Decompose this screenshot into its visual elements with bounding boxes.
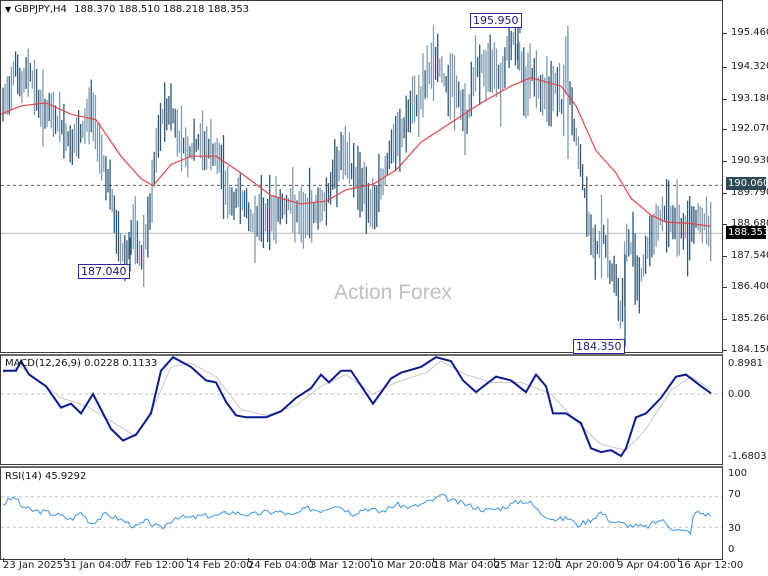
chart-header: ▼ GBPJPY,H4 188.370 188.510 188.218 188.… — [5, 4, 249, 15]
time-tick: 7 Feb 12:00 — [125, 560, 185, 571]
rsi-tick-70: 70 — [728, 489, 741, 500]
price-chart-panel[interactable]: ▼ GBPJPY,H4 188.370 188.510 188.218 188.… — [0, 0, 723, 354]
low-callout-right: 184.350 — [573, 339, 625, 354]
rsi-tick-0: 0 — [728, 544, 735, 555]
macd-tick-zero: 0.00 — [728, 389, 751, 400]
time-tick: 24 Feb 04:00 — [248, 560, 314, 571]
time-tick-mark — [556, 558, 557, 562]
time-tick: 9 Apr 04:00 — [617, 560, 676, 571]
time-tick-mark — [310, 558, 311, 562]
price-tick-mark — [723, 67, 727, 68]
time-tick-mark — [64, 558, 65, 562]
rsi-title: RSI(14) 45.9292 — [5, 471, 87, 482]
macd-main-line — [3, 356, 712, 458]
price-tick-mark — [723, 193, 727, 194]
time-tick-mark — [371, 558, 372, 562]
moving-average-line — [1, 77, 712, 227]
time-tick: 3 Mar 12:00 — [310, 560, 371, 571]
watermark: Action Forex — [334, 281, 452, 304]
time-tick-mark — [678, 558, 679, 562]
price-chart-canvas[interactable] — [1, 1, 722, 352]
price-tick-mark — [723, 99, 727, 100]
time-tick-mark — [248, 558, 249, 562]
time-tick: 1 Apr 20:00 — [556, 560, 615, 571]
time-tick-mark — [125, 558, 126, 562]
macd-title: MACD(12,26,9) 0.0228 0.1133 — [5, 358, 158, 369]
time-tick: 14 Feb 20:00 — [187, 560, 253, 571]
macd-tick-max: 0.8981 — [728, 358, 763, 369]
time-tick: 18 Mar 04:00 — [433, 560, 500, 571]
price-tick-mark — [723, 224, 727, 225]
macd-canvas[interactable] — [1, 356, 722, 464]
high-callout: 195.950 — [470, 13, 522, 28]
time-tick-mark — [617, 558, 618, 562]
price-tick: 192.070 — [731, 123, 768, 134]
rsi-tick-100: 100 — [728, 468, 748, 479]
symbol-title: GBPJPY,H4 — [14, 4, 67, 15]
price-tick: 186.400 — [731, 281, 768, 292]
rsi-canvas[interactable] — [1, 468, 722, 559]
price-tick: 195.460 — [731, 27, 768, 38]
price-tick-mark — [723, 287, 727, 288]
price-tick: 184.150 — [731, 344, 768, 355]
time-tick: 31 Jan 04:00 — [64, 560, 128, 571]
time-tick-mark — [494, 558, 495, 562]
time-tick: 25 Mar 12:00 — [494, 560, 561, 571]
ohlc-values: 188.370 188.510 188.218 188.353 — [74, 4, 250, 15]
low-callout-left: 187.040 — [78, 264, 130, 279]
price-tick-mark — [723, 350, 727, 351]
level-price-tag: 190.060 — [726, 177, 768, 190]
price-tick-mark — [723, 33, 727, 34]
time-tick-mark — [3, 558, 4, 562]
time-tick: 16 Apr 12:00 — [678, 560, 744, 571]
triangle-down-icon[interactable]: ▼ — [5, 5, 12, 14]
time-tick: 10 Mar 20:00 — [371, 560, 438, 571]
rsi-tick-30: 30 — [728, 523, 741, 534]
macd-panel[interactable]: MACD(12,26,9) 0.0228 0.1133 — [0, 354, 723, 465]
price-tick: 194.320 — [731, 61, 768, 72]
rsi-line — [2, 493, 711, 536]
price-tick-mark — [723, 256, 727, 257]
price-tick: 193.180 — [731, 93, 768, 104]
price-tick: 187.540 — [731, 250, 768, 261]
price-tick: 189.790 — [731, 187, 768, 198]
price-tick-mark — [723, 161, 727, 162]
rsi-panel[interactable]: RSI(14) 45.9292 — [0, 466, 723, 560]
price-tick-mark — [723, 129, 727, 130]
time-tick-mark — [433, 558, 434, 562]
time-tick: 23 Jan 2025 — [3, 560, 63, 571]
macd-signal-line — [2, 360, 712, 451]
time-tick-mark — [187, 558, 188, 562]
price-tick: 185.260 — [731, 313, 768, 324]
current-price-tag: 188.353 — [726, 226, 768, 239]
price-tick-mark — [723, 319, 727, 320]
price-tick: 188.680 — [731, 218, 768, 229]
macd-tick-min: -1.6803 — [728, 451, 767, 462]
price-tick: 190.930 — [731, 155, 768, 166]
